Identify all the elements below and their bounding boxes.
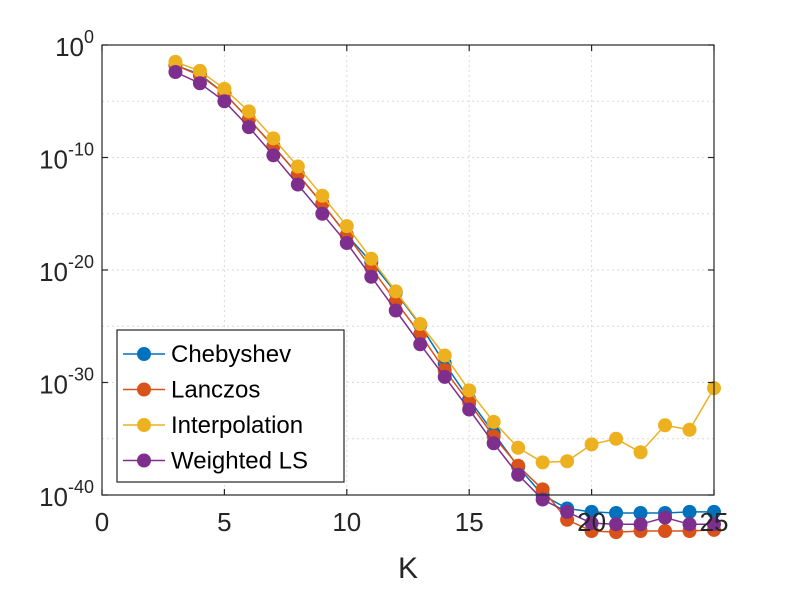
data-point [486, 436, 501, 451]
x-tick-label: 0 [95, 507, 109, 537]
data-point [217, 81, 232, 96]
data-point [584, 437, 599, 452]
data-point [192, 76, 207, 91]
data-point [192, 63, 207, 78]
data-point [511, 440, 526, 455]
x-tick-label: 15 [455, 507, 484, 537]
x-tick-label: 5 [217, 507, 231, 537]
data-point [682, 517, 697, 532]
data-point [535, 455, 550, 470]
x-axis-title: K [398, 552, 418, 585]
y-tick-base: 10 [39, 257, 68, 287]
data-point [633, 445, 648, 460]
legend-label: Lanczos [171, 377, 260, 404]
data-point [413, 327, 428, 342]
y-tick-base: 10 [55, 32, 84, 62]
data-point [486, 414, 501, 429]
y-tick-label: 10-30 [39, 365, 94, 400]
legend-item: Lanczos [123, 377, 260, 404]
data-point [168, 65, 183, 79]
y-tick-power: -20 [68, 252, 94, 272]
y-tick-power: 0 [84, 27, 94, 47]
legend-marker [137, 382, 151, 397]
legend: Chebyshev Lanczos Interpolation Weighted LS [116, 329, 345, 483]
data-point [707, 517, 721, 532]
data-point [388, 303, 403, 318]
data-point [633, 517, 648, 532]
data-point [388, 284, 403, 299]
data-point [535, 492, 550, 507]
y-tick-base: 10 [39, 482, 68, 512]
data-point [535, 482, 550, 497]
data-point [682, 504, 697, 519]
y-tick-power: -40 [68, 477, 94, 497]
data-point [707, 504, 721, 519]
y-tick-base: 10 [39, 145, 68, 175]
y-tick-power: -10 [68, 140, 94, 160]
data-point [290, 159, 305, 174]
y-tick-base: 10 [39, 370, 68, 400]
data-point [217, 94, 232, 109]
data-point [462, 402, 477, 417]
data-point [413, 317, 428, 331]
data-point [290, 177, 305, 192]
legend-label: Chebyshev [171, 341, 291, 368]
data-point [609, 506, 624, 520]
y-tick-label: 100 [55, 27, 94, 62]
y-tick-label: 10-10 [39, 140, 94, 175]
y-tick-power: -30 [68, 365, 94, 385]
legend-label: Weighted LS [171, 448, 308, 475]
data-point [560, 454, 575, 469]
legend-item: Weighted LS [123, 448, 308, 475]
data-point [437, 369, 452, 384]
series-weighted-ls [168, 65, 721, 532]
data-point [364, 269, 379, 284]
series-interpolation [168, 54, 721, 470]
data-point [437, 348, 452, 363]
data-point [682, 422, 697, 437]
data-point [266, 131, 281, 146]
data-point [241, 104, 256, 119]
data-point [315, 188, 330, 203]
data-point [658, 524, 673, 538]
data-point [584, 504, 599, 519]
legend-item: Chebyshev [123, 341, 291, 368]
data-point [584, 516, 599, 531]
data-point [462, 383, 477, 398]
data-point [168, 54, 183, 69]
y-tick-label: 10-20 [39, 252, 94, 287]
data-point [315, 206, 330, 221]
legend-label: Interpolation [171, 412, 303, 439]
data-point [511, 467, 526, 482]
data-point [609, 517, 624, 532]
data-point [658, 418, 673, 433]
data-point [241, 120, 256, 135]
data-point [633, 506, 648, 520]
x-tick-label: 10 [332, 507, 361, 537]
legend-box [116, 329, 345, 483]
data-point [339, 236, 354, 250]
data-point [364, 251, 379, 266]
data-point [413, 337, 428, 352]
data-point [339, 219, 354, 234]
legend-item: Interpolation [123, 412, 303, 439]
series-layer [168, 54, 721, 540]
y-tick-label: 10-40 [39, 477, 94, 512]
x-tick-label: 25 [700, 507, 729, 537]
grid [102, 45, 714, 495]
data-point [560, 504, 575, 519]
legend-marker [137, 418, 151, 432]
legend-marker [137, 347, 151, 361]
data-point [658, 510, 673, 525]
data-point [266, 148, 281, 163]
legend-marker [137, 453, 151, 468]
data-point [609, 431, 624, 446]
x-tick-label: 20 [577, 507, 606, 537]
